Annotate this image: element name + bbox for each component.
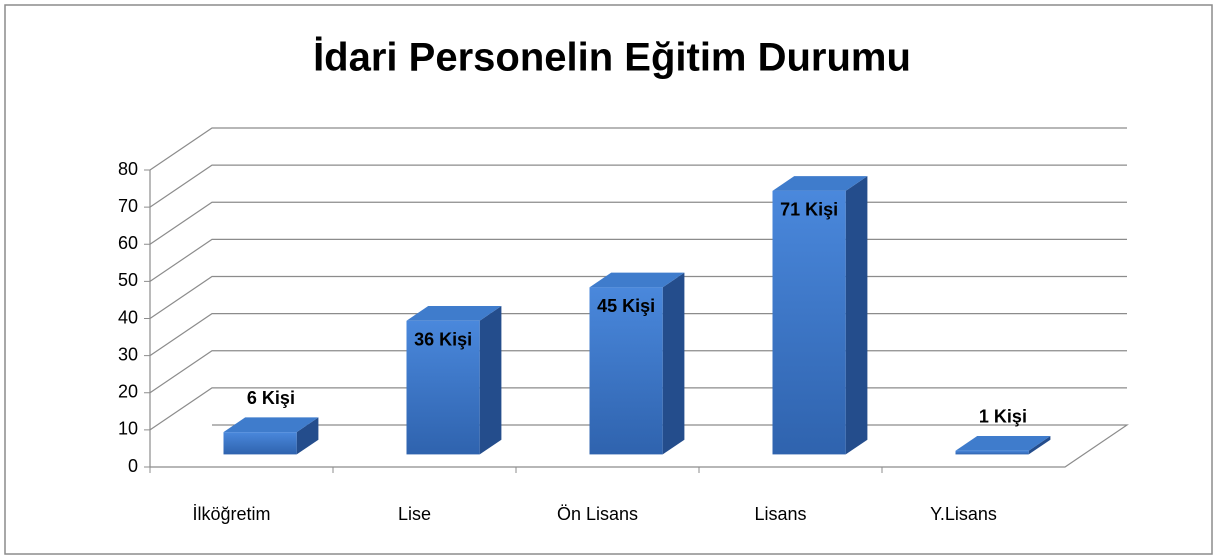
bar-top	[406, 306, 502, 321]
data-label: 36 Kişi	[414, 330, 472, 350]
bar-side	[1028, 435, 1051, 455]
bar	[955, 450, 1029, 455]
x-tick-label: Y.Lisans	[930, 504, 997, 524]
bar-top	[223, 417, 319, 433]
bar	[772, 190, 846, 455]
y-tick-label: 40	[118, 307, 138, 327]
y-tick-label: 50	[118, 270, 138, 290]
x-tick-label: Lisans	[754, 504, 806, 524]
bar-side	[662, 272, 685, 455]
bar-top	[589, 272, 685, 288]
y-tick-label: 60	[118, 233, 138, 253]
grid-line	[149, 127, 1127, 171]
bar-side	[845, 176, 868, 455]
bar	[223, 432, 297, 455]
x-tick-label: Ön Lisans	[557, 504, 638, 524]
data-label: 1 Kişi	[979, 407, 1027, 427]
y-tick-label: 20	[118, 382, 138, 402]
y-tick-label: 0	[128, 456, 138, 476]
y-tick-label: 70	[118, 196, 138, 216]
bar-top	[772, 176, 868, 191]
bar	[406, 320, 480, 455]
bar	[589, 287, 663, 455]
data-label: 6 Kişi	[247, 388, 295, 408]
x-tick-label: İlköğretim	[192, 504, 270, 524]
data-label: 45 Kişi	[597, 296, 655, 316]
y-tick-label: 30	[118, 344, 138, 364]
bar-side	[479, 306, 502, 455]
x-tick-label: Lise	[398, 504, 431, 524]
data-label: 71 Kişi	[780, 200, 838, 220]
bar-side	[296, 417, 319, 455]
y-tick-label: 10	[118, 419, 138, 439]
chart-title: İdari Personelin Eğitim Durumu	[313, 36, 911, 80]
y-tick-label: 80	[118, 159, 138, 179]
bar-top	[955, 435, 1051, 451]
grid-line	[149, 164, 1127, 208]
